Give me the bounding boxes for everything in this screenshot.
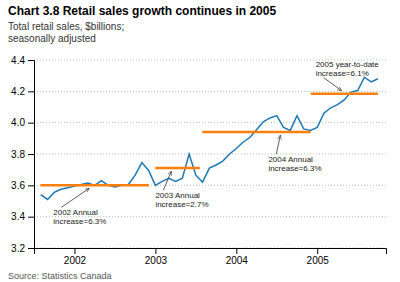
title: Chart 3.8 Retail sales growth continues …: [8, 4, 276, 18]
reference-line: [155, 167, 200, 170]
x-tick-mark: [155, 248, 156, 254]
x-axis-line: [35, 249, 387, 255]
annotation: 2005 year-to-dateincrease=6.1%: [316, 60, 380, 78]
x-tick-label: 2003: [145, 255, 168, 266]
x-tick-mark: [317, 248, 318, 254]
annotation-line: increase=6.3%: [53, 217, 106, 226]
y-tick-mark: [28, 154, 34, 155]
reference-line: [202, 131, 310, 134]
annotation-arrow: [276, 135, 280, 154]
y-tick-mark: [28, 123, 34, 124]
x-tick-label: 2002: [64, 255, 87, 266]
subtitle: Total retail sales, $billions;: [8, 21, 124, 32]
y-tick-mark: [28, 248, 34, 249]
annotation: 2002 Annualincrease=6.3%: [53, 208, 106, 226]
y-tick: 4.4: [11, 55, 34, 66]
y-tick-label: 4.2: [11, 86, 25, 97]
y-tick-mark: [28, 91, 34, 92]
y-axis: 3.2 3.4 3.6 3.8 4.0 4.2 4.4: [11, 55, 34, 254]
x-axis: 2002 2003 2004 2005: [35, 248, 387, 266]
y-tick: 3.6: [11, 180, 34, 191]
y-tick-label: 4.0: [11, 117, 25, 128]
grid-line: [34, 185, 386, 186]
y-tick-mark: [28, 60, 34, 61]
annotation-arrow: [163, 171, 171, 190]
annotation-line: 2003 Annual: [155, 191, 200, 200]
grid-line: [34, 91, 386, 92]
annotation: 2004 Annualincrease=6.3%: [268, 155, 321, 173]
annotation-line: increase=6.1%: [316, 69, 369, 78]
y-tick: 3.4: [11, 211, 34, 222]
grid-line: [34, 122, 386, 123]
grid: [34, 60, 386, 248]
subtitle: seasonally adjusted: [8, 33, 96, 44]
y-tick-label: 4.4: [11, 55, 25, 66]
x-tick: 2002: [64, 248, 87, 266]
grid-line: [34, 154, 386, 155]
x-tick-mark: [236, 248, 237, 254]
y-tick-label: 3.2: [11, 243, 25, 254]
y-tick: 4.2: [11, 86, 34, 97]
x-tick: 2004: [226, 248, 249, 266]
annotation-line: increase=6.3%: [268, 164, 321, 173]
annotation-line: increase=2.7%: [155, 200, 208, 209]
y-tick-label: 3.8: [11, 149, 25, 160]
y-axis-line: [28, 61, 35, 249]
y-tick-mark: [28, 185, 34, 186]
y-tick: 3.8: [11, 149, 34, 160]
x-tick-label: 2005: [307, 255, 330, 266]
annotation-line: 2004 Annual: [268, 155, 313, 164]
sales-line: [41, 77, 378, 199]
annotation: 2003 Annualincrease=2.7%: [155, 191, 208, 209]
y-tick-label: 3.4: [11, 211, 25, 222]
annotation-line: 2002 Annual: [53, 208, 98, 217]
source: Source: Statistics Canada: [8, 271, 112, 281]
x-tick: 2005: [307, 248, 330, 266]
y-tick-label: 3.6: [11, 180, 25, 191]
annotations: 2002 Annualincrease=6.3%2003 Annualincre…: [53, 60, 379, 227]
annotation-arrow: [61, 188, 89, 207]
y-tick: 3.2: [11, 243, 34, 254]
annotation-line: 2005 year-to-date: [316, 60, 380, 69]
x-tick-mark: [74, 248, 75, 254]
annotation-arrow: [324, 78, 342, 91]
reference-line: [311, 92, 378, 95]
reference-line: [40, 184, 148, 187]
plot: 3.23.43.63.84.04.24.42002200320042005200…: [11, 55, 386, 266]
x-tick: 2003: [145, 248, 168, 266]
y-tick-mark: [28, 217, 34, 218]
marks: [40, 77, 377, 199]
x-tick-label: 2004: [226, 255, 249, 266]
y-tick: 4.0: [11, 117, 34, 128]
chart: Chart 3.8 Retail sales growth continues …: [0, 0, 400, 282]
